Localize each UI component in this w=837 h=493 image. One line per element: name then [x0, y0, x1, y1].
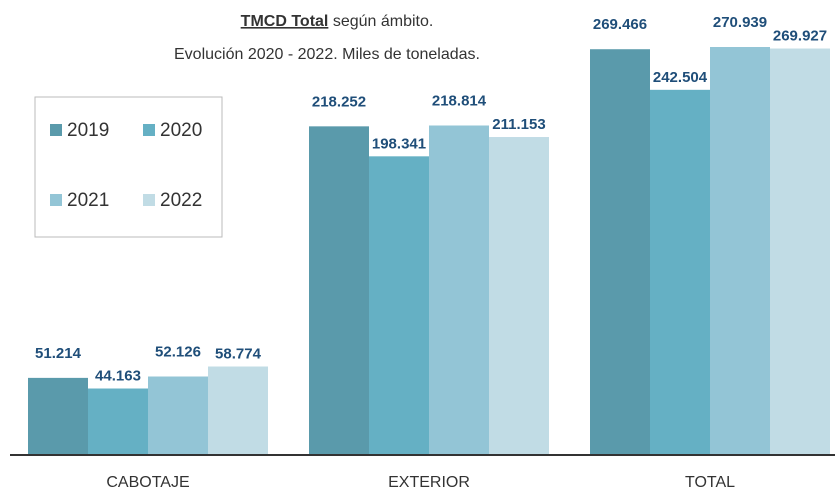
bar — [650, 89, 710, 456]
data-label: 58.774 — [215, 345, 262, 362]
data-label: 51.214 — [35, 345, 82, 362]
x-tick-label: CABOTAJE — [106, 474, 189, 491]
data-label: 269.466 — [593, 16, 647, 33]
legend-swatch — [50, 124, 62, 136]
x-tick-label: TOTAL — [685, 474, 735, 491]
bar — [208, 366, 268, 455]
data-label: 270.939 — [713, 14, 767, 31]
legend-label: 2019 — [67, 120, 109, 141]
legend-swatch — [143, 194, 155, 206]
legend-label: 2021 — [67, 190, 109, 211]
title-text: según ámbito. — [333, 13, 434, 30]
data-label: 211.153 — [492, 116, 545, 133]
data-label: 269.927 — [773, 27, 827, 44]
bar — [590, 49, 650, 456]
title-emphasis: TMCD Total — [241, 13, 329, 30]
chart-subtitle: Evolución 2020 - 2022. Miles de tonelada… — [174, 46, 480, 63]
x-tick-label: EXTERIOR — [388, 474, 470, 491]
legend-swatch — [143, 124, 155, 136]
legend-label: 2020 — [160, 120, 202, 141]
legend-swatch — [50, 194, 62, 206]
data-label: 242.504 — [653, 69, 708, 86]
data-label: 52.126 — [155, 343, 201, 360]
bar — [770, 48, 830, 455]
data-label: 198.341 — [372, 135, 426, 152]
bar — [369, 156, 429, 456]
legend-box — [34, 96, 223, 238]
chart-title: TMCD Total según ámbito. — [241, 13, 434, 30]
bar — [489, 137, 549, 455]
legend-label: 2022 — [160, 190, 202, 211]
data-label: 44.163 — [95, 367, 141, 384]
bar — [148, 376, 208, 455]
data-label: 218.252 — [312, 93, 366, 110]
bar — [28, 377, 88, 455]
bar — [309, 126, 369, 456]
bar — [88, 388, 148, 455]
data-label: 218.814 — [432, 92, 487, 109]
bar — [710, 47, 770, 455]
bar — [429, 125, 489, 455]
